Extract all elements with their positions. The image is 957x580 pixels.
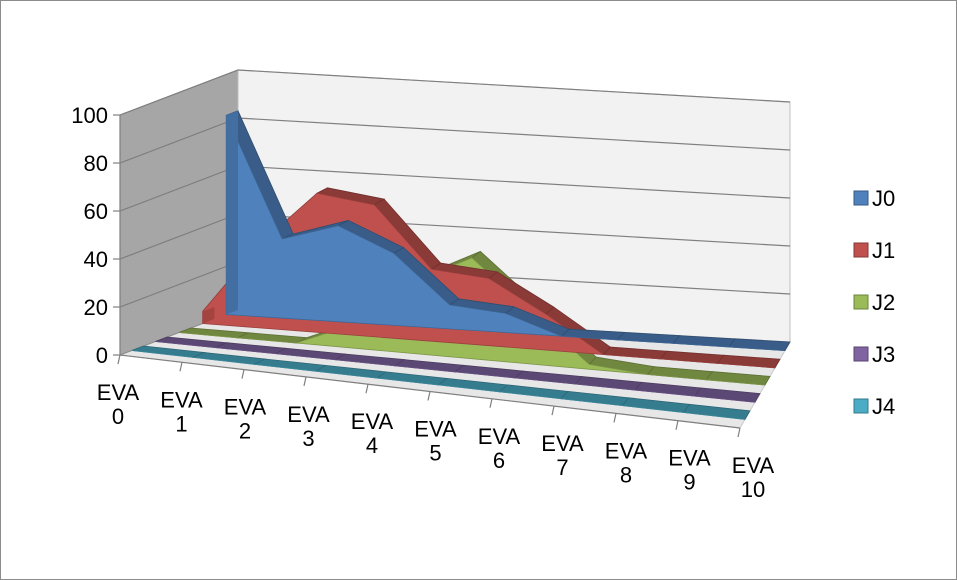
x-tick-label: EVA: [668, 446, 711, 471]
x-tick-label: 0: [112, 404, 124, 429]
x-tick-label: 2: [239, 419, 251, 444]
legend: J0 J1 J2 J3 J4: [853, 186, 895, 419]
x-tick: [241, 369, 245, 379]
x-tick-label: EVA: [605, 438, 648, 463]
legend-label-J4: J4: [872, 394, 895, 419]
series-J0-face: [225, 115, 786, 351]
x-tick: [737, 427, 741, 438]
series-J3-area: [155, 336, 761, 403]
x-tick: [613, 413, 617, 423]
y-tick-label: 100: [71, 103, 108, 128]
legend-swatch-J4: [853, 398, 869, 414]
x-tick-label: 10: [741, 477, 765, 502]
x-tick-label: EVA: [97, 380, 140, 405]
x-tick-label: 4: [366, 433, 378, 458]
x-tick-label: 9: [683, 470, 695, 495]
legend-label-J0: J0: [872, 186, 895, 211]
x-tick-label: 1: [175, 411, 187, 436]
legend-label-J1: J1: [872, 238, 895, 263]
x-tick: [551, 405, 555, 416]
x-tick-label: EVA: [287, 402, 330, 427]
legend-swatch-J2: [853, 294, 869, 310]
x-tick-label: EVA: [224, 395, 267, 420]
x-tick-label: 5: [429, 441, 441, 466]
axes: 020406080100EVA0EVA1EVA2EVA3EVA4EVA5EVA6…: [71, 103, 774, 502]
x-tick-label: 3: [302, 426, 314, 451]
series-J3-face: [155, 341, 756, 403]
x-tick-label: 6: [493, 448, 505, 473]
x-tick-label: 7: [556, 455, 568, 480]
series-J0-area: [225, 110, 791, 352]
y-tick-label: 80: [84, 151, 108, 176]
x-tick: [303, 376, 307, 387]
legend-swatch-J3: [853, 346, 869, 362]
gridline-100: [119, 69, 791, 116]
legend-label-J3: J3: [872, 342, 895, 367]
x-tick: [675, 420, 679, 430]
series-J4-face: [131, 350, 746, 420]
legend-label-J2: J2: [872, 290, 895, 315]
y-tick-label: 60: [84, 199, 108, 224]
x-tick-label: EVA: [478, 424, 521, 449]
x-tick-label: EVA: [160, 387, 203, 412]
series-J1-cap: [202, 307, 215, 324]
x-tick-label: EVA: [732, 453, 775, 478]
legend-swatch-J1: [853, 242, 869, 258]
y-tick-label: 0: [96, 343, 108, 368]
x-tick-label: 8: [620, 462, 632, 487]
series-J0-cap: [226, 110, 238, 315]
x-tick: [179, 362, 183, 372]
series-J4-area: [131, 345, 751, 420]
y-tick-label: 20: [84, 295, 108, 320]
x-tick: [117, 354, 121, 365]
x-tick-label: EVA: [541, 431, 584, 456]
series-areas: [131, 110, 791, 420]
x-tick: [427, 391, 431, 401]
x-tick-label: EVA: [351, 409, 394, 434]
legend-swatch-J0: [853, 190, 869, 206]
x-tick: [489, 398, 493, 408]
x-tick: [365, 384, 369, 394]
x-tick-label: EVA: [414, 417, 457, 442]
y-tick-label: 40: [84, 247, 108, 272]
